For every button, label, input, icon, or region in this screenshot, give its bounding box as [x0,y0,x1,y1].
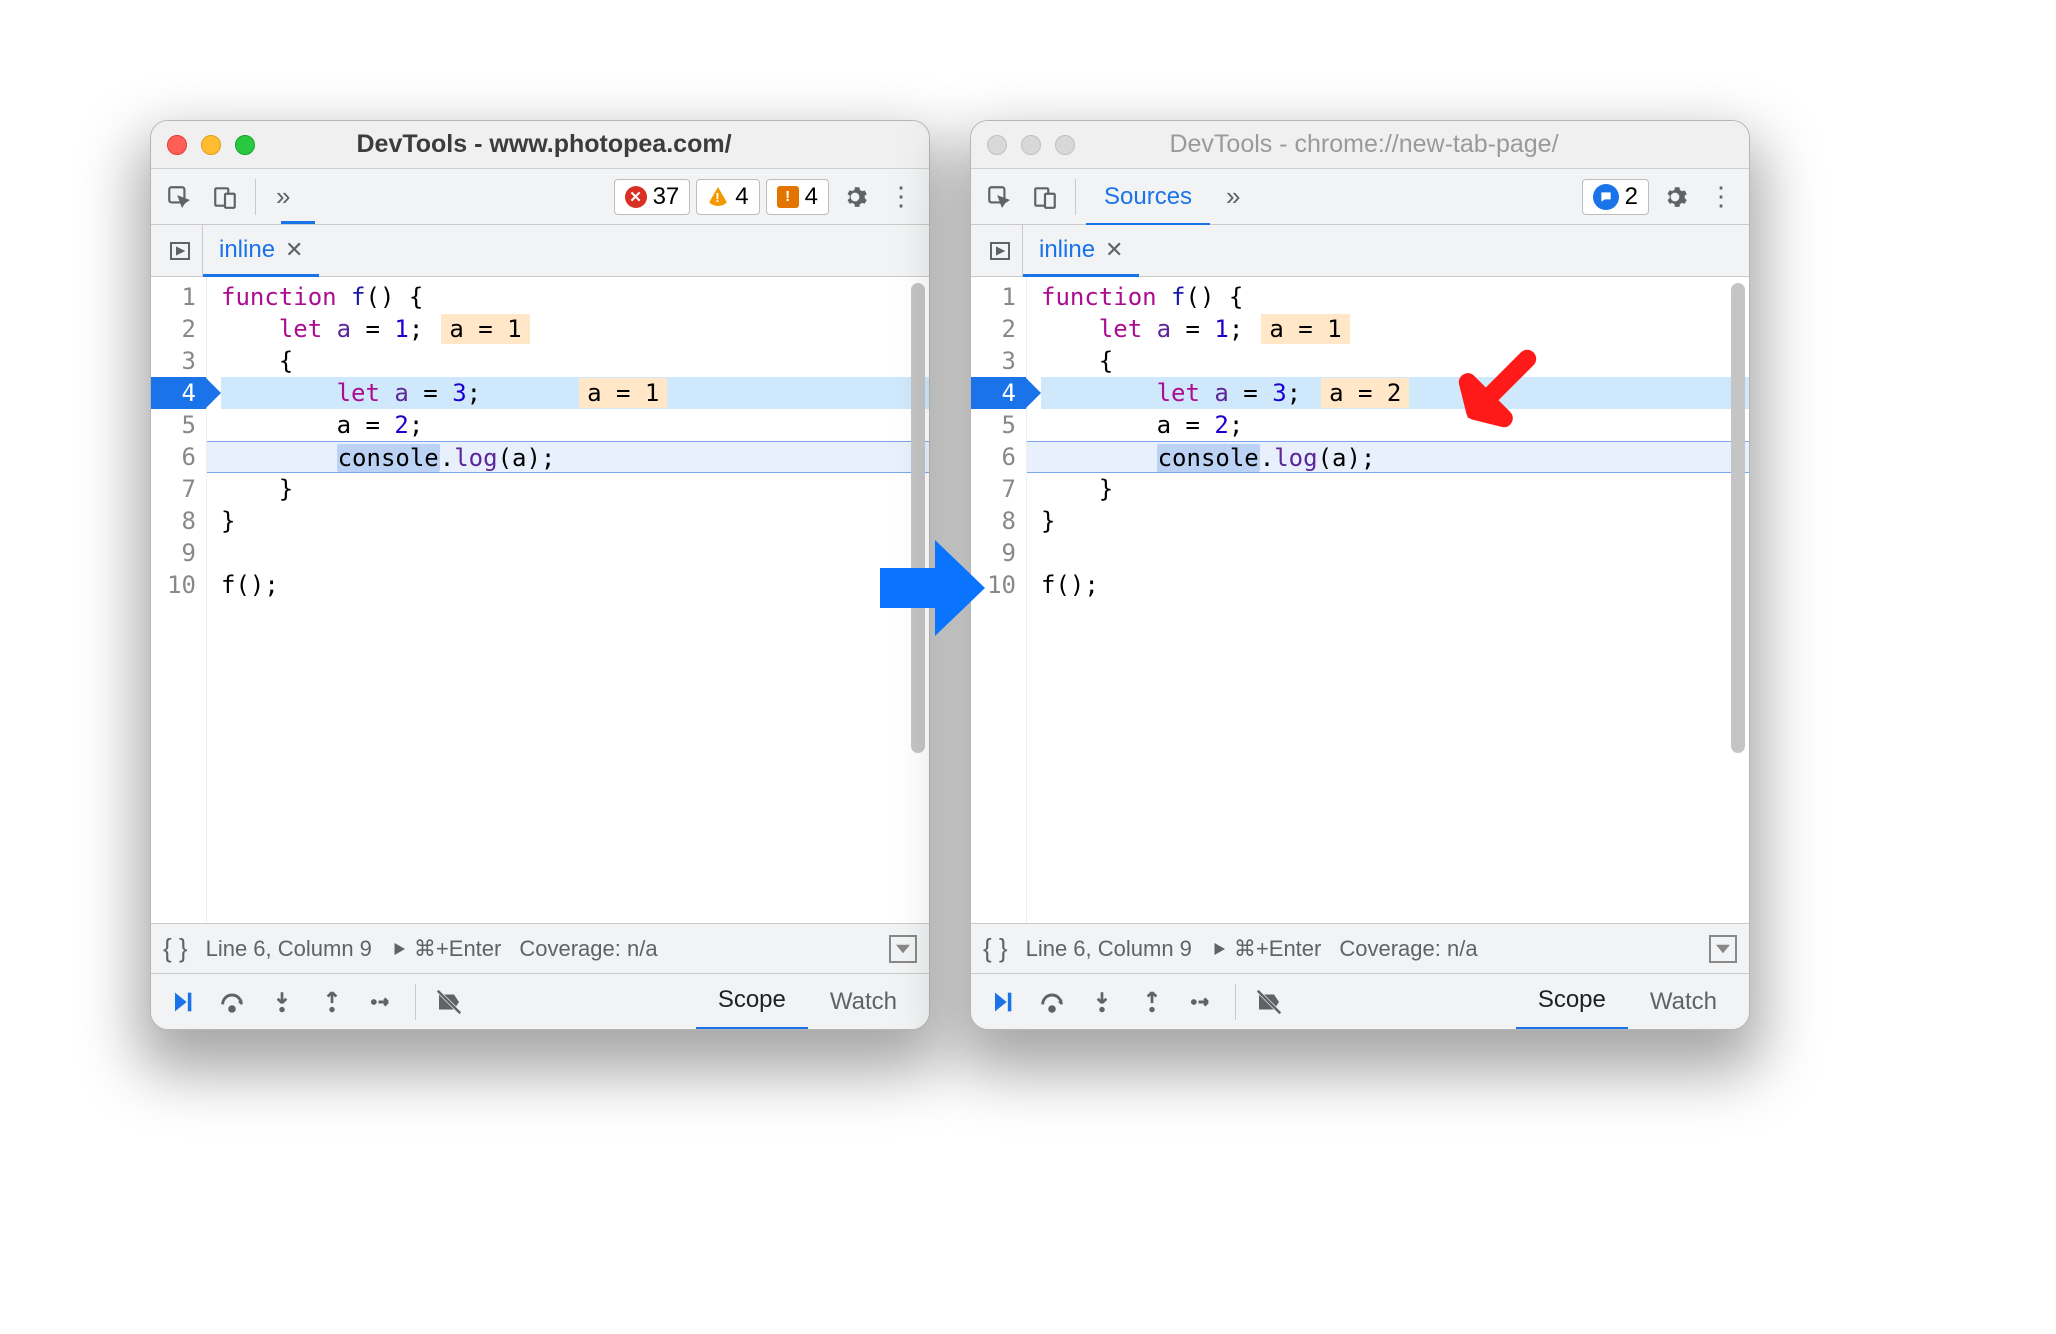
file-tab-inline[interactable]: inline ✕ [1023,225,1139,277]
selected-token: console [1157,444,1260,472]
inspect-element-icon[interactable] [159,177,199,217]
cursor-position: Line 6, Column 9 [1026,936,1192,962]
active-panel-indicator [281,221,315,224]
highlighted-line: console.log(a); [1027,441,1749,473]
run-snippet-hint: ⌘+Enter [1210,936,1321,962]
minimize-window-button[interactable] [1021,135,1041,155]
editor-statusbar: { } Line 6, Column 9 ⌘+Enter Coverage: n… [971,923,1749,973]
editor-statusbar: { } Line 6, Column 9 ⌘+Enter Coverage: n… [151,923,929,973]
comparison-arrow-icon [870,528,990,648]
settings-gear-icon[interactable] [835,177,875,217]
tab-scope[interactable]: Scope [1516,974,1628,1030]
pretty-print-icon[interactable]: { } [163,933,188,964]
errors-badge[interactable]: ✕ 37 [614,179,691,215]
step-into-icon[interactable] [1081,981,1123,1023]
panel-overflow-button[interactable]: » [266,181,300,212]
collapse-button[interactable] [889,935,917,963]
inspect-element-icon[interactable] [979,177,1019,217]
device-toggle-icon[interactable] [205,177,245,217]
warnings-count: 4 [735,183,748,211]
step-out-icon[interactable] [1131,981,1173,1023]
tab-sources[interactable]: Sources [1086,170,1210,226]
file-tab-inline[interactable]: inline ✕ [203,225,319,277]
window-title: DevTools - chrome://new-tab-page/ [1075,130,1653,159]
warnings-badge[interactable]: 4 [696,179,759,215]
minimize-window-button[interactable] [201,135,221,155]
editor-scrollbar[interactable] [1731,283,1745,753]
collapse-button[interactable] [1709,935,1737,963]
execution-line-marker: 4 [971,377,1026,409]
show-navigator-icon[interactable] [157,225,203,276]
main-toolbar: » ✕ 37 4 ! 4 ⋮ [151,169,929,225]
code-editor[interactable]: 1 2 3 4 5 6 7 8 9 10 function f() { let … [151,277,929,923]
info-count: 4 [805,183,818,211]
info-badge[interactable]: ! 4 [766,179,829,215]
window-title: DevTools - www.photopea.com/ [255,130,833,159]
step-into-icon[interactable] [261,981,303,1023]
code-content[interactable]: function f() { let a = 1;a = 1 { let a =… [207,277,929,923]
more-menu-icon[interactable]: ⋮ [881,177,921,217]
devtools-window-right: DevTools - chrome://new-tab-page/ Source… [970,120,1750,1030]
devtools-window-left: DevTools - www.photopea.com/ » ✕ 37 4 [150,120,930,1030]
file-tab-label: inline [219,236,275,264]
code-editor[interactable]: 1 2 3 4 5 6 7 8 9 10 function f() { let … [971,277,1749,923]
file-tabstrip: inline ✕ [971,225,1749,277]
deactivate-breakpoints-icon[interactable] [1248,981,1290,1023]
inline-value-a-outer: a = 1 [441,314,529,344]
execution-line-marker: 4 [151,377,206,409]
messages-badge[interactable]: 2 [1582,179,1649,215]
step-icon[interactable] [1181,981,1223,1023]
selected-token: console [337,444,440,472]
messages-count: 2 [1625,183,1638,211]
warning-icon [707,187,729,206]
close-tab-icon[interactable]: ✕ [1105,237,1123,263]
resume-script-icon[interactable] [981,981,1023,1023]
step-over-icon[interactable] [211,981,253,1023]
step-icon[interactable] [361,981,403,1023]
run-snippet-hint: ⌘+Enter [390,936,501,962]
close-window-button[interactable] [167,135,187,155]
deactivate-breakpoints-icon[interactable] [428,981,470,1023]
main-toolbar: Sources » 2 ⋮ [971,169,1749,225]
step-over-icon[interactable] [1031,981,1073,1023]
info-icon: ! [777,186,799,208]
inline-value-a-inner-left: a = 1 [579,378,667,408]
traffic-lights-inactive [987,135,1075,155]
titlebar: DevTools - www.photopea.com/ [151,121,929,169]
coverage-label: Coverage: n/a [1339,936,1477,962]
step-out-icon[interactable] [311,981,353,1023]
annotation-arrow-icon [1448,348,1538,438]
highlighted-line: console.log(a); [207,441,929,473]
cursor-position: Line 6, Column 9 [206,936,372,962]
line-gutter: 1 2 3 4 5 6 7 8 9 10 [151,277,207,923]
coverage-label: Coverage: n/a [519,936,657,962]
pretty-print-icon[interactable]: { } [983,933,1008,964]
show-navigator-icon[interactable] [977,225,1023,276]
inline-value-a-inner-right: a = 2 [1321,378,1409,408]
tab-watch[interactable]: Watch [1628,974,1739,1030]
errors-count: 37 [653,183,680,211]
settings-gear-icon[interactable] [1655,177,1695,217]
close-tab-icon[interactable]: ✕ [285,237,303,263]
close-window-button[interactable] [987,135,1007,155]
more-menu-icon[interactable]: ⋮ [1701,177,1741,217]
message-icon [1593,184,1619,210]
traffic-lights [167,135,255,155]
resume-script-icon[interactable] [161,981,203,1023]
panel-overflow-button[interactable]: » [1216,181,1250,212]
debugger-toolbar: Scope Watch [971,973,1749,1029]
maximize-window-button[interactable] [235,135,255,155]
file-tab-label: inline [1039,236,1095,264]
titlebar: DevTools - chrome://new-tab-page/ [971,121,1749,169]
device-toggle-icon[interactable] [1025,177,1065,217]
code-content[interactable]: function f() { let a = 1;a = 1 { let a =… [1027,277,1749,923]
debugger-toolbar: Scope Watch [151,973,929,1029]
editor-scrollbar[interactable] [911,283,925,753]
tab-scope[interactable]: Scope [696,974,808,1030]
maximize-window-button[interactable] [1055,135,1075,155]
file-tabstrip: inline ✕ [151,225,929,277]
error-icon: ✕ [625,186,647,208]
inline-value-a-outer: a = 1 [1261,314,1349,344]
tab-watch[interactable]: Watch [808,974,919,1030]
